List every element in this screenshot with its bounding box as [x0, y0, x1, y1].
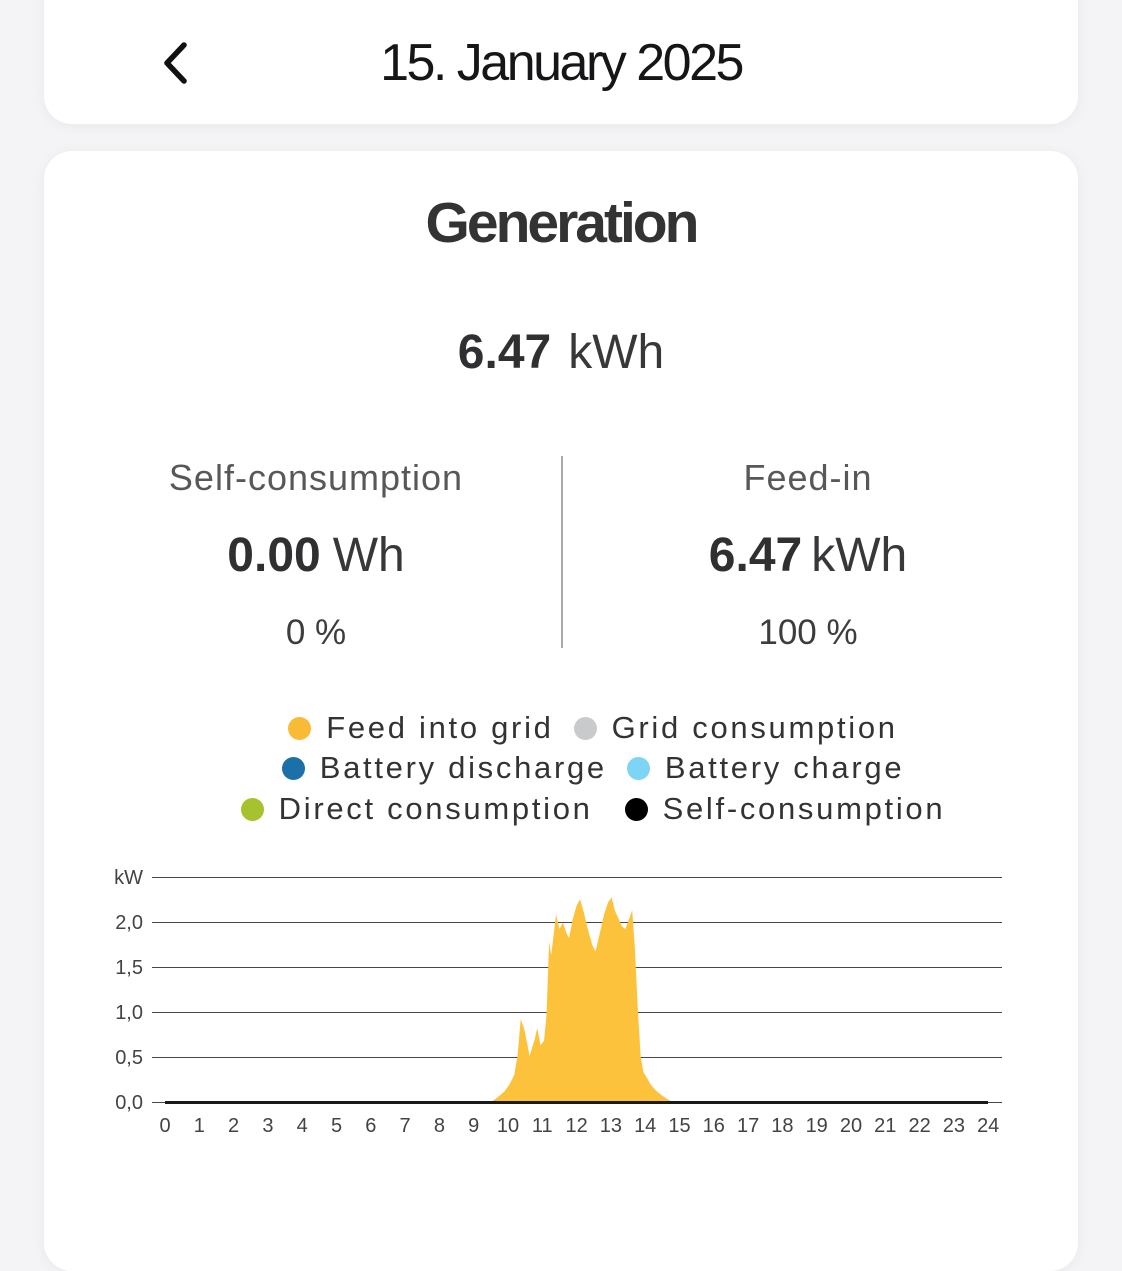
svg-text:6: 6	[365, 1115, 376, 1137]
svg-text:20: 20	[840, 1115, 862, 1137]
svg-text:9: 9	[468, 1115, 479, 1137]
svg-text:15: 15	[668, 1115, 690, 1137]
svg-text:3: 3	[262, 1115, 273, 1137]
svg-text:1,5: 1,5	[115, 957, 143, 979]
svg-text:13: 13	[600, 1115, 622, 1137]
svg-text:17: 17	[737, 1115, 759, 1137]
svg-text:16: 16	[703, 1115, 725, 1137]
svg-text:24: 24	[977, 1115, 999, 1137]
svg-text:8: 8	[434, 1115, 445, 1137]
svg-text:7: 7	[400, 1115, 411, 1137]
svg-text:0,0: 0,0	[115, 1092, 143, 1114]
svg-text:5: 5	[331, 1115, 342, 1137]
svg-text:11: 11	[532, 1115, 553, 1137]
svg-text:0,5: 0,5	[115, 1047, 143, 1069]
svg-text:4: 4	[297, 1115, 308, 1137]
svg-text:2,0: 2,0	[115, 912, 143, 934]
svg-text:21: 21	[874, 1115, 896, 1137]
svg-text:19: 19	[806, 1115, 828, 1137]
svg-text:1,0: 1,0	[115, 1002, 143, 1024]
svg-text:14: 14	[634, 1115, 656, 1137]
svg-text:0: 0	[159, 1115, 170, 1137]
svg-text:12: 12	[565, 1115, 587, 1137]
svg-text:kW: kW	[114, 867, 143, 889]
svg-text:22: 22	[908, 1115, 930, 1137]
svg-text:1: 1	[194, 1115, 205, 1137]
svg-text:23: 23	[943, 1115, 965, 1137]
svg-text:2: 2	[228, 1115, 239, 1137]
svg-text:10: 10	[497, 1115, 519, 1137]
svg-text:18: 18	[771, 1115, 793, 1137]
